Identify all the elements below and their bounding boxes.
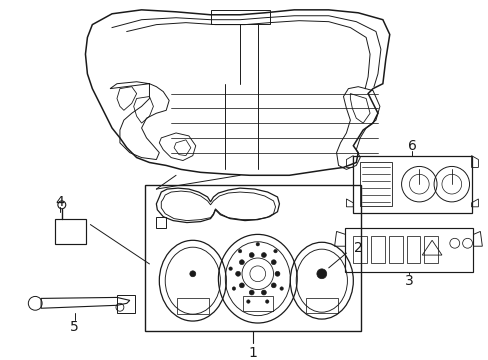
Circle shape bbox=[274, 271, 280, 276]
Bar bbox=[144, 185, 361, 331]
Bar bbox=[424, 237, 437, 263]
Bar bbox=[406, 237, 419, 263]
Circle shape bbox=[265, 300, 268, 303]
Circle shape bbox=[239, 283, 244, 288]
Text: 3: 3 bbox=[404, 274, 413, 288]
Circle shape bbox=[189, 271, 195, 277]
Circle shape bbox=[261, 253, 266, 257]
Circle shape bbox=[271, 260, 276, 265]
Circle shape bbox=[249, 253, 254, 257]
Text: 4: 4 bbox=[55, 195, 64, 209]
Bar bbox=[177, 298, 208, 314]
Text: 5: 5 bbox=[70, 320, 79, 334]
Text: 1: 1 bbox=[248, 346, 257, 360]
Circle shape bbox=[239, 260, 244, 265]
Bar bbox=[243, 296, 272, 311]
Circle shape bbox=[316, 269, 326, 279]
Text: 2: 2 bbox=[353, 241, 362, 255]
Text: 6: 6 bbox=[407, 139, 416, 153]
Bar bbox=[55, 219, 86, 244]
Circle shape bbox=[246, 300, 250, 303]
Circle shape bbox=[238, 249, 242, 253]
Circle shape bbox=[279, 287, 283, 290]
Circle shape bbox=[228, 267, 232, 270]
Circle shape bbox=[249, 290, 254, 295]
Bar bbox=[388, 237, 402, 263]
Bar bbox=[345, 229, 472, 272]
Bar bbox=[210, 10, 269, 24]
Circle shape bbox=[271, 283, 276, 288]
Bar bbox=[353, 156, 470, 213]
Circle shape bbox=[256, 243, 259, 246]
Bar bbox=[370, 237, 384, 263]
Circle shape bbox=[232, 287, 235, 290]
Circle shape bbox=[261, 290, 266, 295]
Circle shape bbox=[273, 249, 277, 253]
Bar bbox=[305, 298, 337, 313]
Bar bbox=[353, 237, 366, 263]
Bar bbox=[117, 296, 134, 313]
Bar bbox=[360, 162, 391, 206]
Circle shape bbox=[235, 271, 240, 276]
